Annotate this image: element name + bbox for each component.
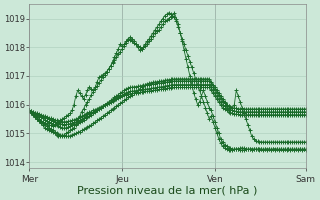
X-axis label: Pression niveau de la mer( hPa ): Pression niveau de la mer( hPa ): [77, 186, 258, 196]
